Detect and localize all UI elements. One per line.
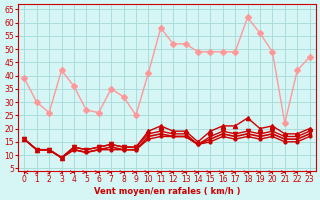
X-axis label: Vent moyen/en rafales ( km/h ): Vent moyen/en rafales ( km/h ) [94,187,240,196]
